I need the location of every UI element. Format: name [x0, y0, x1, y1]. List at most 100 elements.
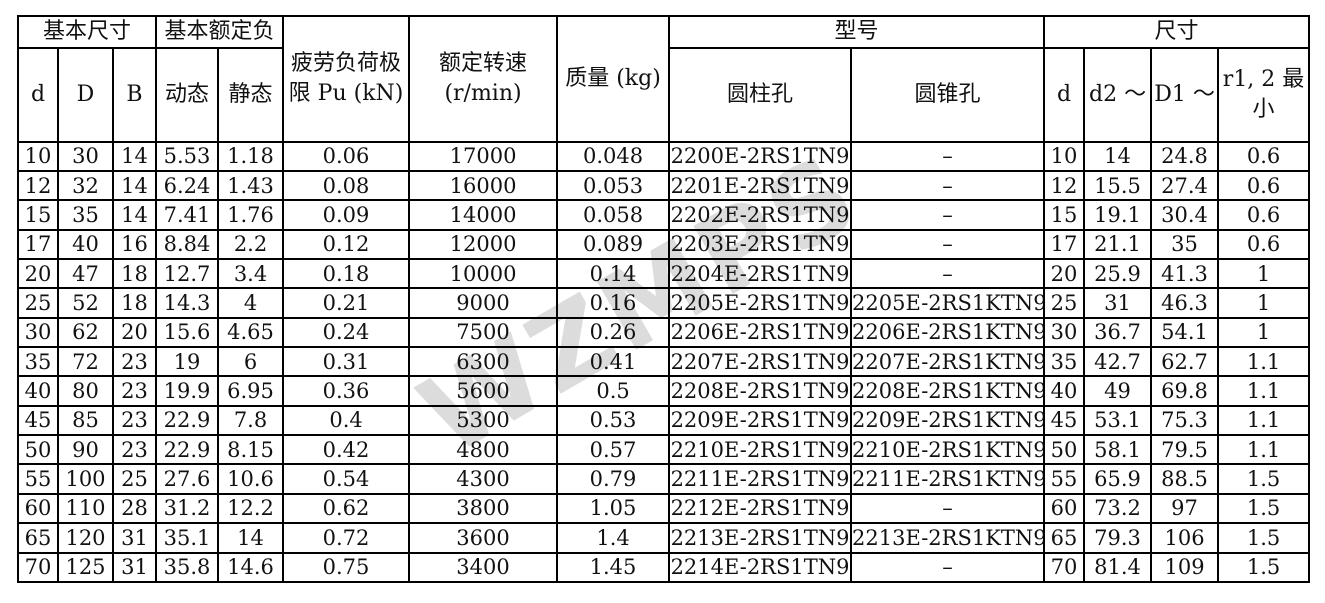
table-cell: 8.15	[217, 434, 285, 466]
table-cell: –	[850, 258, 1046, 290]
table-cell: 15	[1043, 199, 1086, 231]
table-cell: 35.1	[155, 522, 220, 554]
table-cell: 21.1	[1083, 228, 1153, 261]
table-cell: 2.2	[217, 228, 285, 261]
table-cell: 14000	[408, 199, 559, 231]
table-row: 30 62 20 15.6 4.65 0.24 7500 0.26 2206E-2RS1TN9 2…	[17, 316, 1311, 349]
table-cell: 0.6	[1217, 199, 1311, 231]
table-cell: 60	[17, 492, 59, 525]
table-cell: 0.12	[282, 228, 411, 261]
table-cell: 120	[57, 522, 114, 554]
header-group-row: 基本尺寸 基本额定负 疲劳负荷极 限 Pu (kN) 额定转速 (r/min) …	[16, 15, 1311, 143]
table-cell: 0.09	[282, 199, 411, 231]
table-cell: 1.76	[217, 199, 285, 231]
table-row: 25 52 18 14.3 4 0.21 9000 0.16 2205E-2RS1TN9 2205…	[17, 287, 1311, 319]
table-cell: –	[850, 228, 1046, 261]
table-cell: 25	[1043, 287, 1086, 319]
table-cell: 49	[1083, 375, 1153, 407]
table-cell: 110	[57, 492, 114, 525]
table-cell: 2209E-2RS1KTN9	[850, 404, 1046, 437]
table-cell: 2204E-2RS1TN9	[668, 258, 853, 290]
table-cell: 0.048	[556, 140, 671, 173]
table-cell: 75.3	[1150, 404, 1220, 437]
bearing-spec-table: 基本尺寸 基本额定负 疲劳负荷极 限 Pu (kN) 额定转速 (r/min) …	[16, 15, 1311, 583]
table-cell: 20	[17, 258, 59, 290]
table-cell: 7500	[408, 316, 559, 349]
table-cell: 1.05	[556, 492, 671, 525]
table-cell: 2206E-2RS1KTN9	[850, 316, 1046, 349]
table-row: 45 85 23 22.9 7.8 0.4 5300 0.53 2209E-2RS1TN9 220…	[17, 404, 1311, 437]
table-cell: 32	[57, 170, 114, 202]
table-cell: 1.1	[1217, 434, 1311, 466]
table-cell: 0.16	[556, 287, 671, 319]
table-cell: 65.9	[1083, 463, 1153, 495]
table-cell: 0.6	[1217, 140, 1311, 173]
table-header: 基本尺寸 基本额定负 疲劳负荷极 限 Pu (kN) 额定转速 (r/min) …	[16, 15, 1311, 143]
table-cell: 2201E-2RS1TN9	[668, 170, 853, 202]
header-model-group: 型号	[668, 15, 1046, 49]
table-cell: 20	[1043, 258, 1086, 290]
table-cell: 45	[17, 404, 59, 437]
table-cell: 0.06	[282, 140, 411, 173]
header-tapered-bore: 圆锥孔	[850, 46, 1046, 143]
table-cell: 0.5	[556, 375, 671, 407]
table-cell: 35	[57, 199, 114, 231]
table-cell: 7.8	[217, 404, 285, 437]
table-cell: 14	[111, 199, 158, 231]
table-cell: 80	[57, 375, 114, 407]
table-cell: 52	[57, 287, 114, 319]
table-cell: 2211E-2RS1TN9	[668, 463, 853, 495]
table-cell: 0.72	[282, 522, 411, 554]
table-cell: 45	[1043, 404, 1086, 437]
table-cell: 65	[17, 522, 59, 554]
table-cell: 2202E-2RS1TN9	[668, 199, 853, 231]
table-cell: 1.1	[1217, 404, 1311, 437]
table-cell: 3600	[408, 522, 559, 554]
table-cell: 15	[17, 199, 59, 231]
table-cell: 9000	[408, 287, 559, 319]
table-cell: 55	[17, 463, 59, 495]
table-cell: 79.3	[1083, 522, 1153, 554]
table-cell: 2210E-2RS1TN9	[668, 434, 853, 466]
table-cell: 1	[1217, 316, 1311, 349]
table-cell: 2205E-2RS1TN9	[668, 287, 853, 319]
table-cell: 30	[57, 140, 114, 173]
table-cell: 12.7	[155, 258, 220, 290]
table-cell: 2210E-2RS1KTN9	[850, 434, 1046, 466]
table-cell: 17	[17, 228, 59, 261]
table-cell: 5300	[408, 404, 559, 437]
table-cell: 30.4	[1150, 199, 1220, 231]
table-cell: 1.1	[1217, 375, 1311, 407]
table-cell: 1	[1217, 287, 1311, 319]
table-cell: 69.8	[1150, 375, 1220, 407]
table-cell: 0.089	[556, 228, 671, 261]
table-cell: –	[850, 140, 1046, 173]
table-cell: 0.08	[282, 170, 411, 202]
table-cell: 0.57	[556, 434, 671, 466]
table-cell: 65	[1043, 522, 1086, 554]
table-cell: 70	[1043, 551, 1086, 583]
table-cell: 0.053	[556, 170, 671, 202]
table-cell: 88.5	[1150, 463, 1220, 495]
header-dynamic: 动态	[155, 46, 220, 143]
table-row: 40 80 23 19.9 6.95 0.36 5600 0.5 2208E-2RS1TN9 22…	[17, 375, 1311, 407]
table-body: 10 30 14 5.53 1.18 0.06 17000 0.048 2200E-2RS1TN…	[17, 140, 1311, 583]
table-cell: 18	[111, 258, 158, 290]
table-cell: 54.1	[1150, 316, 1220, 349]
header-basic-dimensions-group: 基本尺寸	[16, 15, 158, 49]
table-cell: 125	[57, 551, 114, 583]
table-cell: 31	[111, 551, 158, 583]
table-row: 17 40 16 8.84 2.2 0.12 12000 0.089 2203E-2RS1TN9…	[17, 228, 1311, 261]
table-cell: 0.41	[556, 346, 671, 378]
table-cell: 2200E-2RS1TN9	[668, 140, 853, 173]
header-r12-min: r1, 2 最 小	[1217, 46, 1311, 143]
table-cell: 90	[57, 434, 114, 466]
table-cell: 2211E-2RS1KTN9	[850, 463, 1046, 495]
table-cell: 23	[111, 346, 158, 378]
table-cell: 6	[217, 346, 285, 378]
table-cell: 31	[1083, 287, 1153, 319]
table-cell: 73.2	[1083, 492, 1153, 525]
table-cell: 1.5	[1217, 551, 1311, 583]
table-cell: 19	[155, 346, 220, 378]
table-row: 60 110 28 31.2 12.2 0.62 3800 1.05 2212E-2RS1TN9…	[17, 492, 1311, 525]
